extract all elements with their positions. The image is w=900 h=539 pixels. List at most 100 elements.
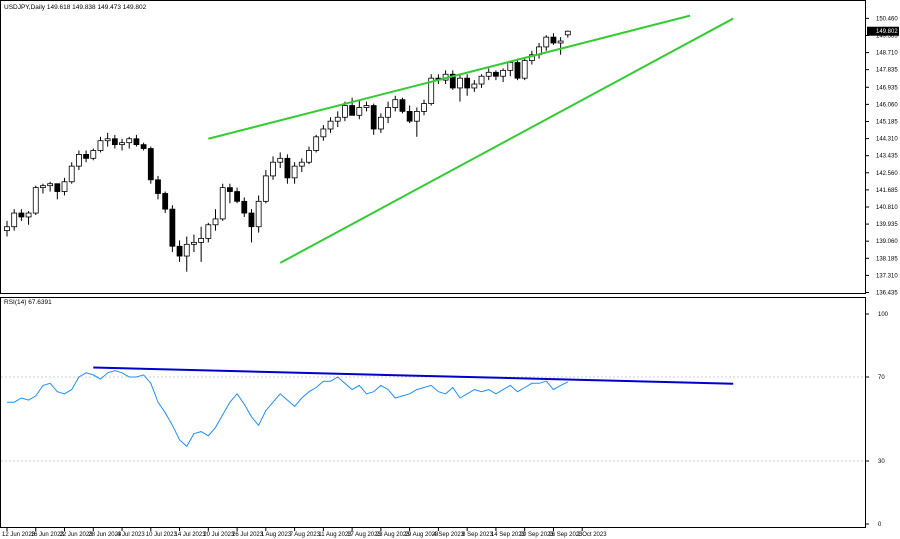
price-tick-label: 141.685 — [876, 188, 898, 194]
rsi-line — [7, 370, 569, 448]
candle-down — [140, 144, 147, 149]
candle-up — [61, 181, 68, 192]
rsi-tick-label: 100 — [878, 312, 889, 318]
date-tick-label: 26 Jul 2023 — [232, 532, 264, 538]
candle-up — [219, 187, 226, 220]
candle-down — [111, 138, 118, 146]
candle-up — [47, 183, 54, 187]
candle-down — [349, 105, 356, 116]
price-tick-label: 150.460 — [876, 16, 898, 22]
candle-up — [564, 30, 571, 36]
candle-up — [104, 138, 111, 142]
rsi-tick-label: 0 — [878, 522, 882, 528]
candle-up — [478, 75, 485, 85]
date-tick-label: 26 Sep 2023 — [548, 532, 583, 538]
symbol-info-label: USDJPY,Daily 149.618 149.838 149.473 149… — [4, 4, 147, 11]
candle-up — [198, 238, 205, 243]
candle-down — [464, 77, 471, 89]
candle-down — [226, 187, 233, 192]
candle-up — [11, 212, 18, 228]
price-tick-label: 137.310 — [876, 273, 898, 279]
candle-up — [521, 60, 528, 79]
date-tick-label: 12 Jun 2023 — [2, 532, 36, 538]
candle-up — [334, 116, 341, 122]
price-axis: 150.460 149.585 148.710 147.835 146.935 146.0… — [866, 16, 898, 297]
price-tick-label: 139.935 — [876, 222, 898, 228]
price-tick-label: 136.435 — [876, 291, 898, 297]
candle-up — [471, 83, 478, 89]
candle-up — [392, 99, 399, 108]
price-tick-label: 146.060 — [876, 102, 898, 108]
candle-up — [277, 157, 284, 163]
candle-up — [191, 241, 197, 245]
price-tag-text: 149.802 — [876, 29, 898, 35]
price-tick-label: 138.185 — [876, 256, 898, 262]
price-tick-label: 146.935 — [876, 85, 898, 91]
candle-up — [255, 200, 262, 228]
price-tag-box — [867, 26, 899, 36]
date-tick-label: 22 Jun 2023 — [60, 532, 94, 538]
candle-up — [97, 140, 104, 151]
candle-down — [18, 212, 25, 218]
candle-up — [126, 138, 133, 144]
wedge-line — [208, 14, 691, 140]
rsi-trendline — [93, 366, 734, 385]
date-tick-label: 29 Aug 2023 — [405, 532, 439, 538]
candle-down — [155, 179, 161, 194]
date-tick-label: 28 Jun 2023 — [88, 532, 122, 538]
wedge-line — [279, 17, 734, 264]
candle-down — [370, 105, 377, 130]
wedge-trendlines — [208, 14, 734, 264]
date-tick-label: 23 Aug 2023 — [376, 532, 410, 538]
candle-down — [406, 111, 413, 122]
candle-down — [493, 71, 499, 77]
candle-down — [234, 191, 240, 202]
rsi-info-label: RSI(14) 67.6391 — [4, 299, 52, 306]
candle-up — [76, 154, 82, 167]
candle-up — [25, 212, 32, 218]
candle-up — [428, 77, 435, 104]
candle-up — [327, 120, 334, 130]
candle-down — [550, 36, 557, 44]
candle-up — [291, 165, 298, 179]
candle-up — [306, 150, 312, 163]
candle-up — [421, 103, 427, 112]
candle-down — [248, 212, 255, 228]
price-tick-label: 148.710 — [876, 51, 898, 57]
date-tick-label: 17 Aug 2023 — [347, 532, 381, 538]
date-tick-label: 10 Jul 2023 — [146, 532, 178, 538]
candle-up — [313, 136, 320, 151]
price-tick-label: 145.185 — [876, 119, 898, 125]
candle-down — [284, 157, 291, 179]
candle-up — [90, 150, 97, 159]
candle-up — [557, 40, 564, 44]
price-tick-label: 147.835 — [876, 68, 898, 74]
price-panel — [0, 0, 866, 294]
candle-up — [485, 71, 492, 77]
candle-down — [147, 148, 154, 181]
candle-up — [270, 161, 276, 177]
candle-down — [83, 154, 89, 159]
rsi-tick-label: 70 — [878, 375, 885, 381]
candle-up — [363, 105, 370, 108]
date-tick-label: 11 Aug 2023 — [318, 532, 352, 538]
candle-up — [500, 69, 507, 77]
price-tick-label: 149.585 — [876, 33, 898, 39]
candle-down — [162, 193, 169, 210]
candle-up — [205, 224, 212, 239]
date-tick-label: 4 Sep 2023 — [433, 532, 464, 538]
rsi-tick-label: 30 — [878, 459, 885, 465]
price-tick-label: 142.560 — [876, 171, 898, 177]
price-tick-label: 139.060 — [876, 239, 898, 245]
candle-up — [457, 77, 463, 89]
candle-up — [119, 142, 125, 146]
date-tick-label: 20 Sep 2023 — [520, 532, 555, 538]
candle-up — [4, 226, 10, 232]
price-tick-label: 144.310 — [876, 137, 898, 143]
candle-up — [68, 165, 75, 183]
candle-down — [133, 138, 140, 146]
date-tick-label: 2 Oct 2023 — [577, 532, 607, 538]
candle-up — [183, 243, 190, 257]
candle-up — [413, 111, 420, 122]
candle-up — [298, 161, 305, 167]
